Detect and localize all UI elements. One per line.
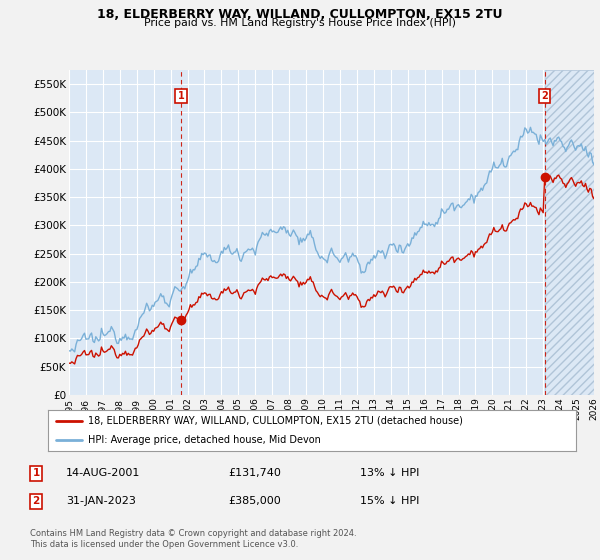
Text: 1: 1 [178, 91, 184, 101]
Text: 1: 1 [32, 468, 40, 478]
Text: £385,000: £385,000 [228, 496, 281, 506]
Text: 18, ELDERBERRY WAY, WILLAND, CULLOMPTON, EX15 2TU: 18, ELDERBERRY WAY, WILLAND, CULLOMPTON,… [97, 8, 503, 21]
Text: 31-JAN-2023: 31-JAN-2023 [66, 496, 136, 506]
Text: 18, ELDERBERRY WAY, WILLAND, CULLOMPTON, EX15 2TU (detached house): 18, ELDERBERRY WAY, WILLAND, CULLOMPTON,… [88, 416, 463, 426]
Text: £131,740: £131,740 [228, 468, 281, 478]
Text: Contains HM Land Registry data © Crown copyright and database right 2024.
This d: Contains HM Land Registry data © Crown c… [30, 529, 356, 549]
Text: HPI: Average price, detached house, Mid Devon: HPI: Average price, detached house, Mid … [88, 435, 320, 445]
Text: 13% ↓ HPI: 13% ↓ HPI [360, 468, 419, 478]
Text: 2: 2 [541, 91, 548, 101]
Text: 2: 2 [32, 496, 40, 506]
Text: 15% ↓ HPI: 15% ↓ HPI [360, 496, 419, 506]
Text: Price paid vs. HM Land Registry's House Price Index (HPI): Price paid vs. HM Land Registry's House … [144, 18, 456, 29]
Text: 14-AUG-2001: 14-AUG-2001 [66, 468, 140, 478]
